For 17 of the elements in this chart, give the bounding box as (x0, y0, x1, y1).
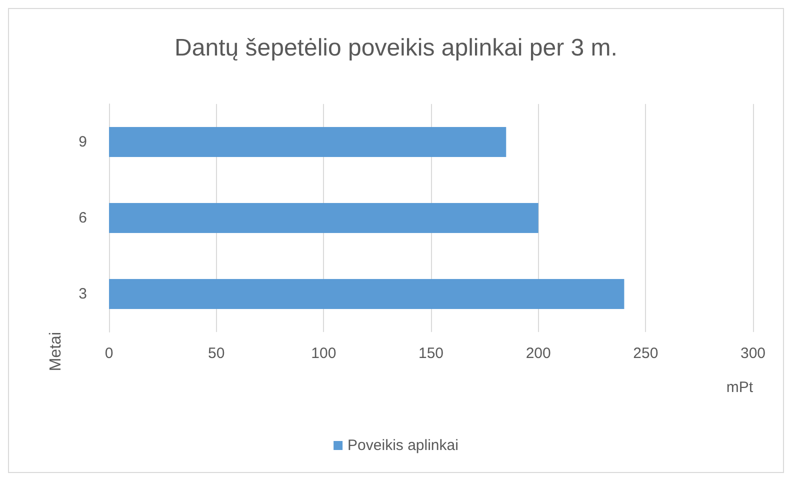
x-tick-label: 150 (418, 345, 444, 362)
bar (109, 203, 538, 233)
x-tick-label: 200 (526, 345, 551, 362)
x-tick-label: 0 (104, 345, 114, 362)
bar (109, 279, 624, 309)
y-axis-title: Metai (48, 332, 64, 372)
y-tick-label: 3 (78, 286, 87, 302)
y-tick-label: 6 (78, 210, 87, 226)
bar (109, 127, 506, 157)
x-tick-label: 100 (311, 345, 336, 362)
legend-label: Poveikis aplinkai (348, 437, 458, 454)
x-tick-label: 250 (633, 345, 658, 362)
x-axis-title: mPt (726, 379, 754, 396)
x-tick-label: 50 (208, 345, 225, 362)
chart-title: Dantų šepetėlio poveikis aplinkai per 3 m. (174, 34, 618, 62)
x-tick-label: 300 (740, 345, 766, 362)
y-tick-label: 9 (78, 134, 87, 150)
